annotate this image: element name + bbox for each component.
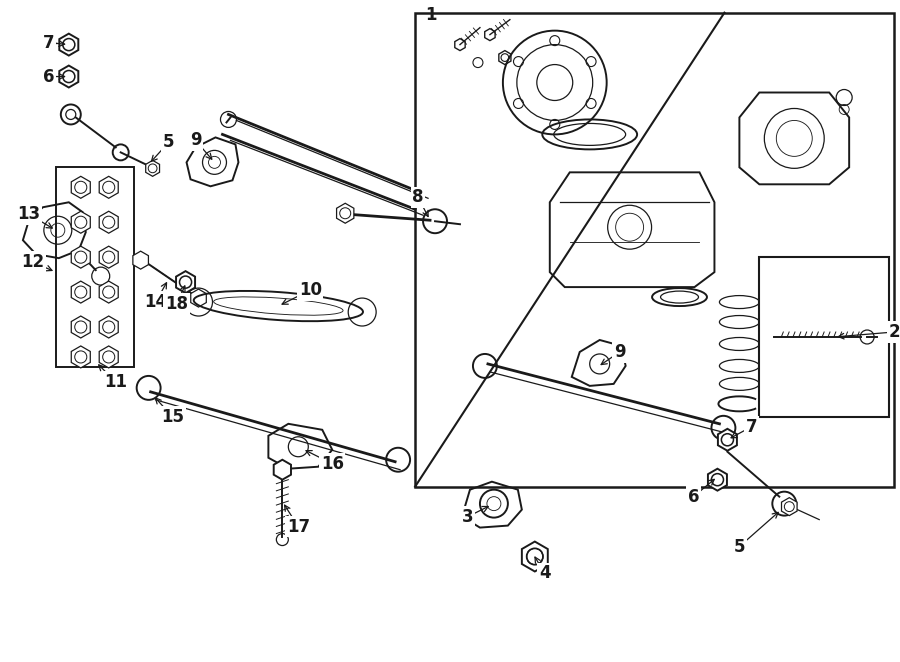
Text: 16: 16 — [320, 455, 344, 473]
Text: 18: 18 — [165, 295, 188, 313]
Polygon shape — [133, 251, 148, 269]
Polygon shape — [99, 211, 118, 233]
Text: 3: 3 — [462, 508, 473, 526]
Polygon shape — [99, 346, 118, 368]
Text: 13: 13 — [17, 205, 40, 223]
Text: 7: 7 — [43, 34, 55, 52]
Text: 10: 10 — [299, 281, 322, 299]
Polygon shape — [485, 28, 495, 40]
Text: 8: 8 — [412, 188, 424, 207]
Bar — [56, 167, 134, 367]
Text: 15: 15 — [161, 408, 184, 426]
Text: 9: 9 — [614, 343, 626, 361]
Bar — [760, 257, 889, 417]
Text: 5: 5 — [163, 134, 175, 152]
Polygon shape — [708, 469, 727, 491]
Polygon shape — [71, 176, 90, 199]
Text: 7: 7 — [745, 418, 757, 436]
Polygon shape — [454, 38, 465, 50]
Text: 1: 1 — [425, 6, 436, 24]
Polygon shape — [522, 542, 548, 571]
Polygon shape — [99, 316, 118, 338]
Text: 6: 6 — [688, 488, 699, 506]
Polygon shape — [71, 211, 90, 233]
Text: 2: 2 — [888, 323, 900, 341]
Polygon shape — [337, 203, 354, 223]
Polygon shape — [71, 316, 90, 338]
Polygon shape — [71, 246, 90, 268]
Polygon shape — [146, 160, 159, 176]
Polygon shape — [191, 289, 206, 307]
Text: 9: 9 — [190, 131, 202, 150]
Text: 6: 6 — [43, 68, 55, 85]
Text: 12: 12 — [22, 253, 44, 271]
Polygon shape — [718, 429, 737, 451]
Text: 5: 5 — [734, 538, 745, 555]
Polygon shape — [59, 34, 78, 56]
Polygon shape — [71, 281, 90, 303]
Text: 17: 17 — [287, 518, 310, 536]
Text: 11: 11 — [104, 373, 127, 391]
Text: 4: 4 — [539, 565, 551, 583]
Polygon shape — [274, 459, 291, 480]
Text: 14: 14 — [144, 293, 167, 311]
Polygon shape — [59, 66, 78, 87]
Polygon shape — [99, 246, 118, 268]
Polygon shape — [99, 176, 118, 199]
Polygon shape — [781, 498, 797, 516]
Polygon shape — [499, 50, 511, 65]
Polygon shape — [176, 271, 195, 293]
Polygon shape — [99, 281, 118, 303]
Polygon shape — [71, 346, 90, 368]
Bar — [415, 13, 894, 487]
